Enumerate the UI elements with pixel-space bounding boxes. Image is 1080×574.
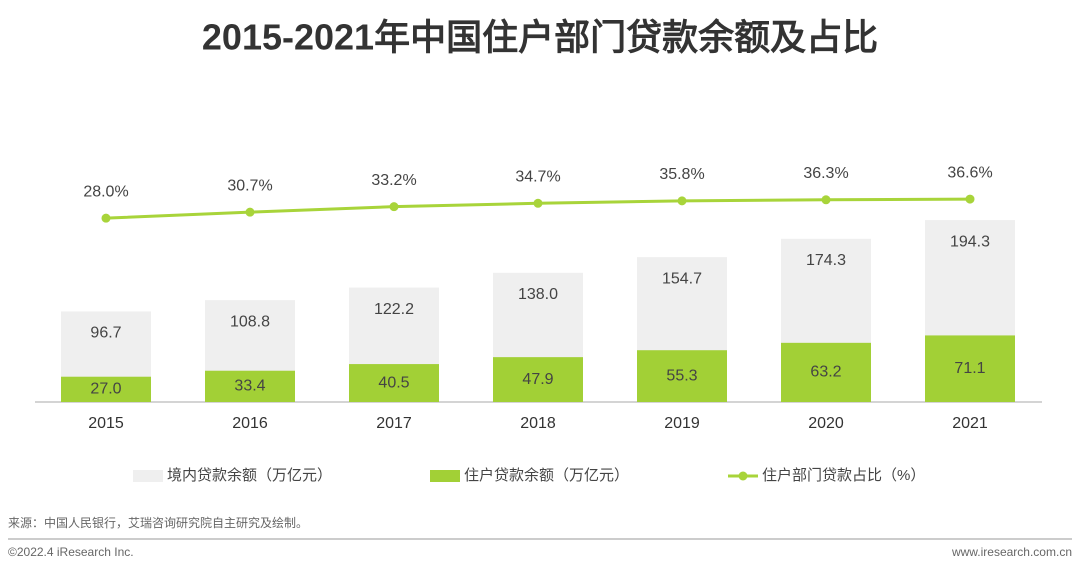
line-point xyxy=(245,207,255,217)
value-label: 108.8 xyxy=(230,313,270,330)
value-label: 30.7% xyxy=(227,177,272,194)
bar xyxy=(493,357,583,402)
line-point xyxy=(677,196,687,206)
legend-swatch xyxy=(738,471,748,481)
bar xyxy=(637,350,727,402)
legend-label: 境内贷款余额（万亿元） xyxy=(167,466,332,484)
x-tick-label: 2021 xyxy=(952,415,988,432)
website: www.iresearch.com.cn xyxy=(951,545,1072,559)
copyright: ©2022.4 iResearch Inc. xyxy=(8,545,134,559)
value-label: 35.8% xyxy=(659,166,704,183)
value-label: 55.3 xyxy=(666,367,697,384)
value-label: 28.0% xyxy=(83,183,128,200)
value-label: 154.7 xyxy=(662,270,702,287)
bar xyxy=(61,376,151,402)
bar xyxy=(205,370,295,402)
value-label: 36.3% xyxy=(803,165,848,182)
legend-label: 住户贷款余额（万亿元） xyxy=(464,466,629,484)
value-label: 194.3 xyxy=(950,233,990,250)
line-point xyxy=(821,195,831,205)
value-label: 174.3 xyxy=(806,252,846,269)
x-tick-label: 2018 xyxy=(520,415,556,432)
value-label: 122.2 xyxy=(374,301,414,318)
x-tick-label: 2016 xyxy=(232,415,268,432)
x-tick-label: 2017 xyxy=(376,415,412,432)
line-point xyxy=(965,194,975,204)
value-label: 47.9 xyxy=(522,371,553,388)
x-tick-label: 2020 xyxy=(808,415,844,432)
value-label: 36.6% xyxy=(947,164,992,181)
x-tick-label: 2019 xyxy=(664,415,700,432)
line-point xyxy=(533,198,543,208)
legend-swatch xyxy=(133,470,163,482)
bar xyxy=(781,342,871,402)
value-label: 96.7 xyxy=(90,325,121,342)
value-label: 71.1 xyxy=(954,360,985,377)
chart-title: 2015-2021年中国住户部门贷款余额及占比 xyxy=(202,17,878,58)
x-tick-label: 2015 xyxy=(88,415,124,432)
legend-swatch xyxy=(430,470,460,482)
legend-label: 住户部门贷款占比（%） xyxy=(762,467,925,484)
value-label: 34.7% xyxy=(515,169,560,186)
value-label: 33.4 xyxy=(234,378,265,395)
bar xyxy=(349,364,439,402)
value-label: 63.2 xyxy=(810,364,841,381)
value-label: 33.2% xyxy=(371,172,416,189)
value-label: 27.0 xyxy=(90,381,121,398)
value-label: 40.5 xyxy=(378,374,409,391)
line-point xyxy=(389,202,399,212)
source: 来源：中国人民银行，艾瑞咨询研究院自主研究及绘制。 xyxy=(8,515,308,530)
value-label: 138.0 xyxy=(518,286,558,303)
bar xyxy=(925,335,1015,402)
line-point xyxy=(101,213,111,223)
